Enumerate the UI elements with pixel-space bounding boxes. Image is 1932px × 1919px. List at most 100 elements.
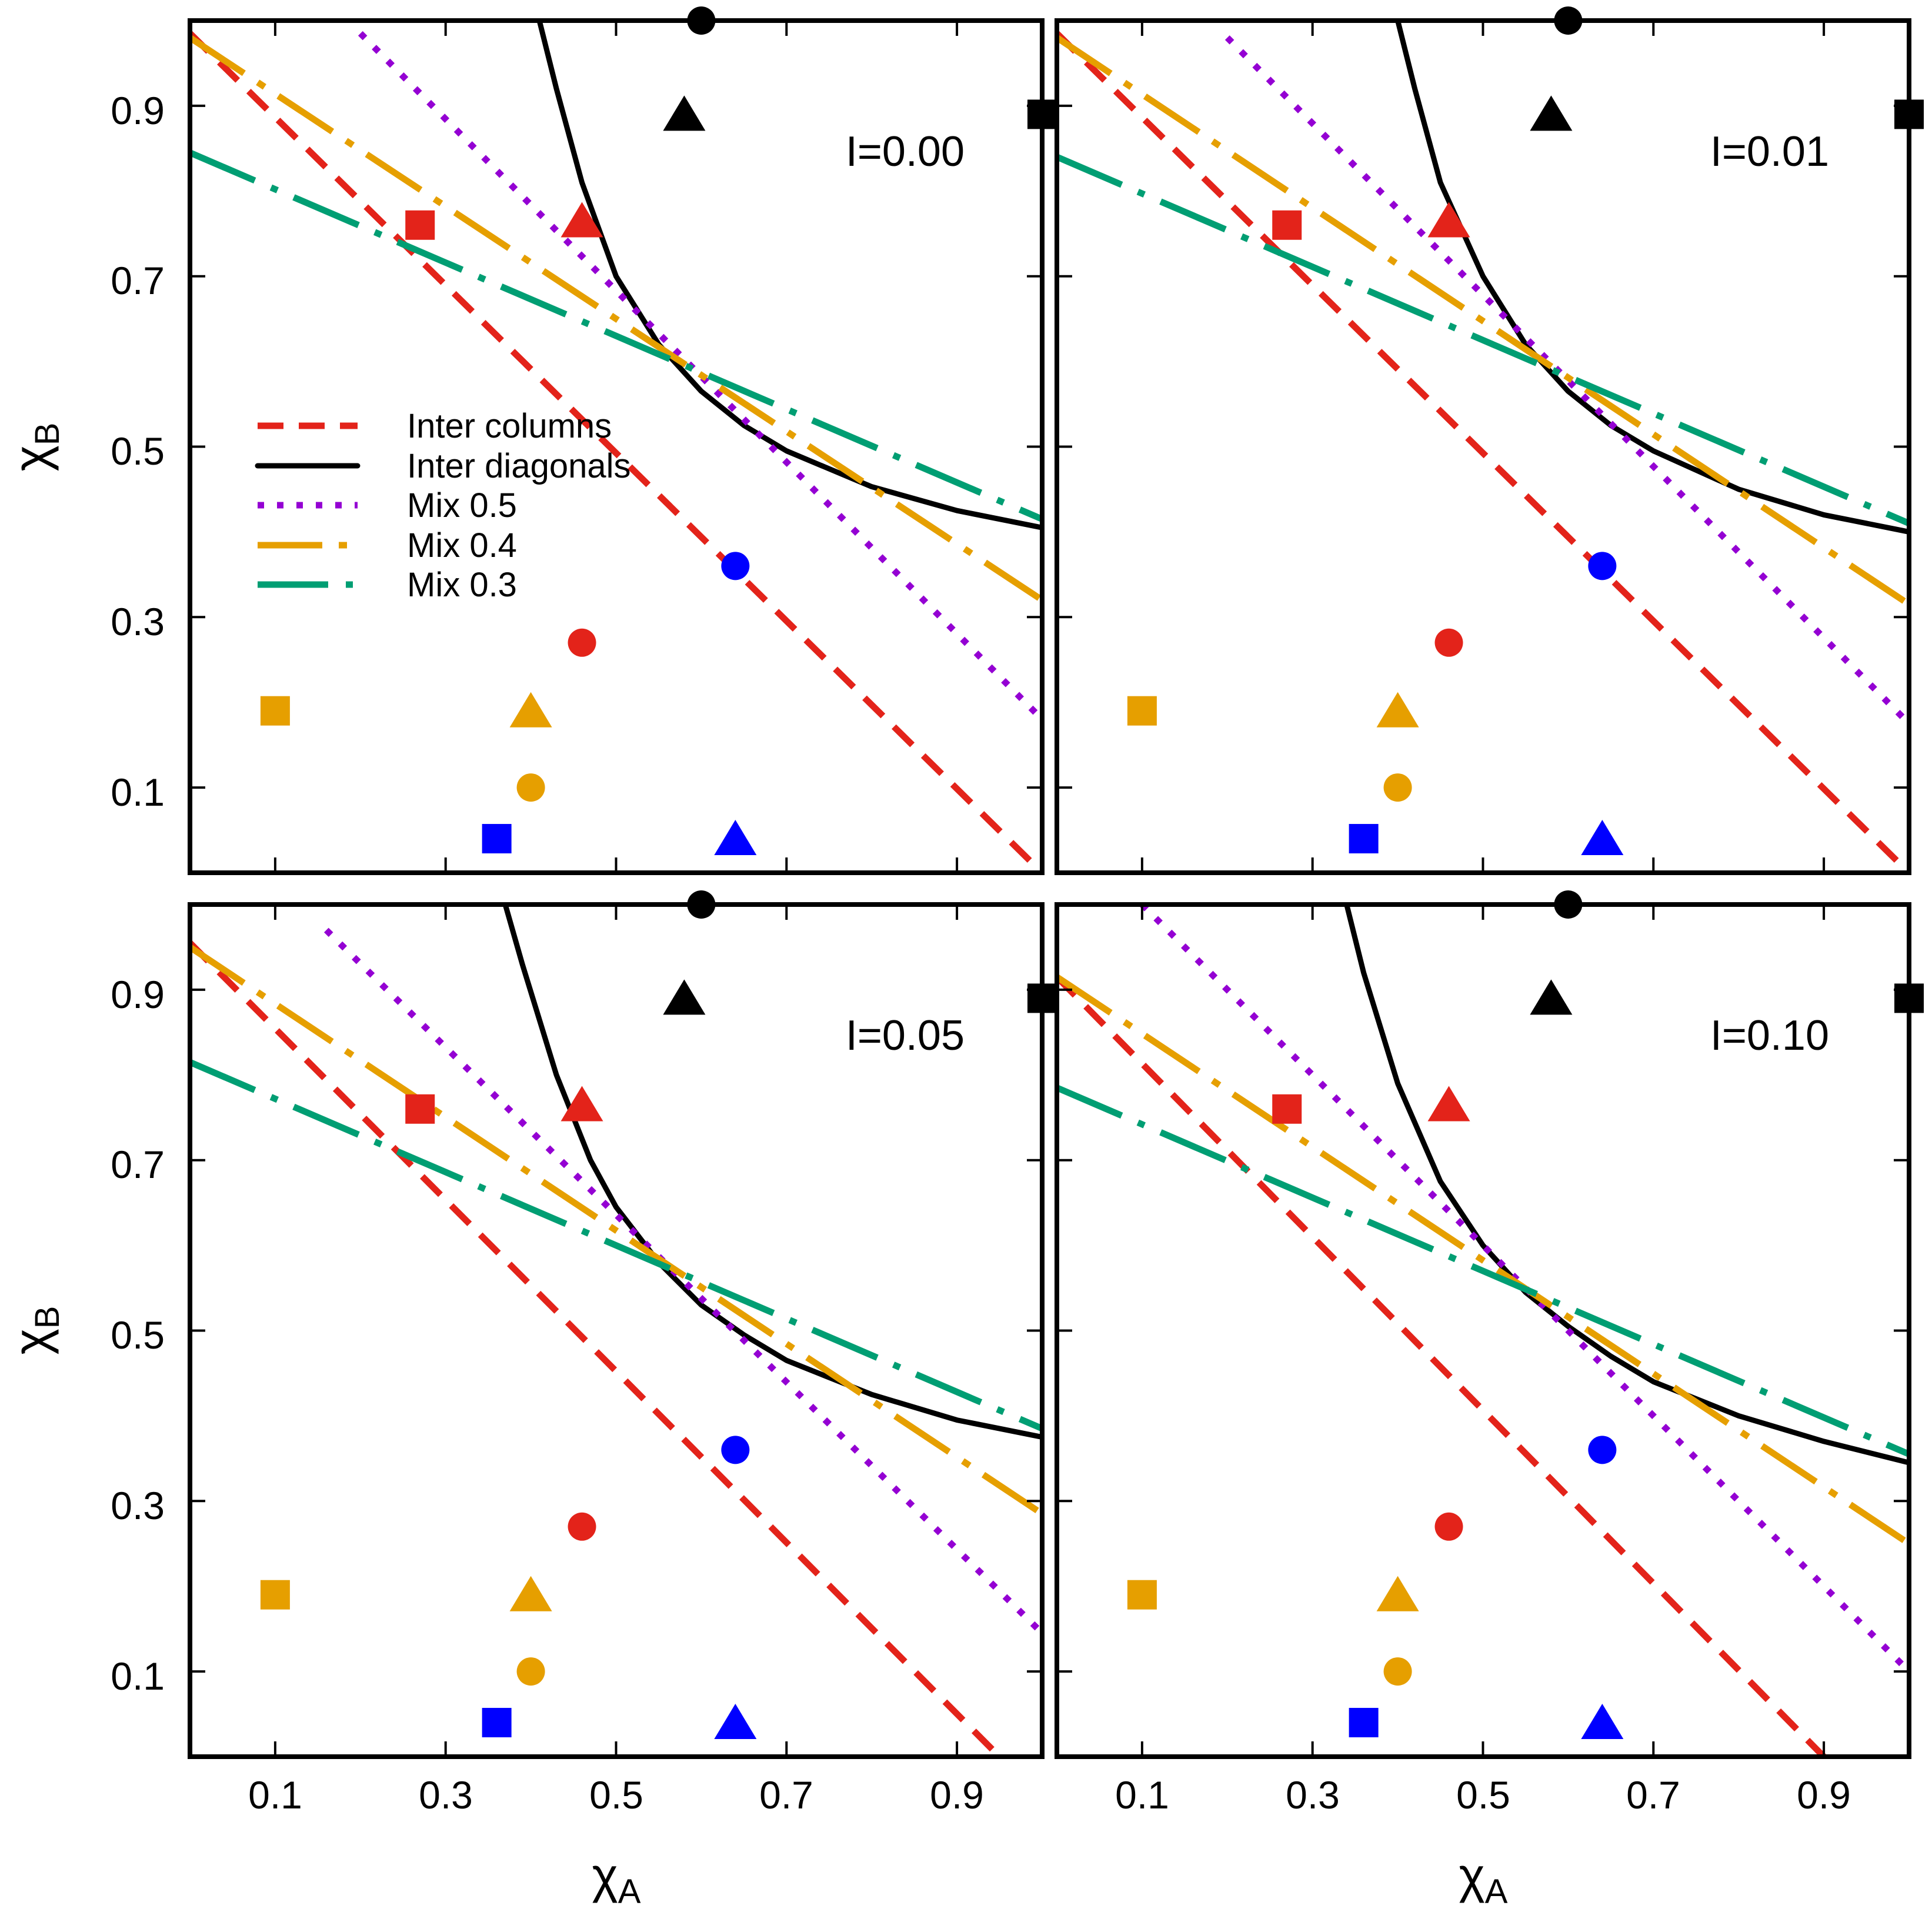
square-marker (260, 696, 290, 726)
tick-layer-2 (190, 905, 1042, 1757)
x-tick-label: 0.7 (759, 1773, 813, 1817)
legend-entry-mix-0-4: Mix 0.4 (258, 526, 517, 565)
legend-label: Mix 0.3 (407, 566, 517, 604)
x-axis-title-right: χA (1459, 1848, 1508, 1911)
y-tick-label: 0.7 (111, 1143, 165, 1186)
square-marker (1272, 1094, 1302, 1124)
triangle-marker (509, 692, 552, 727)
series-line-mix-0-4 (190, 944, 1042, 1517)
plot-frame (188, 18, 1045, 875)
triangle-marker (1376, 1576, 1419, 1611)
x-tick-label: 0.1 (248, 1773, 302, 1817)
circle-marker (568, 1512, 596, 1541)
marker-layer-3 (1127, 890, 1924, 1740)
x-tick-label: 0.3 (419, 1773, 473, 1817)
y-tick-label: 0.9 (111, 973, 165, 1016)
legend-label: Inter columns (407, 407, 612, 445)
series-layer-1 (1057, 21, 1909, 873)
legend-label: Mix 0.5 (407, 486, 517, 525)
x-axis-subscript: A (618, 1873, 641, 1911)
tick-layer-1 (1057, 21, 1909, 873)
series-line-inter-columns (1057, 31, 1909, 873)
x-tick-label: 0.7 (1626, 1773, 1680, 1817)
circle-marker (568, 628, 596, 657)
y-tick-label: 0.3 (111, 1484, 165, 1527)
circle-marker (516, 773, 545, 802)
series-layer-2 (190, 905, 1042, 1757)
y-axis-symbol: χ (4, 1329, 59, 1354)
series-line-mix-0-5 (1140, 905, 1909, 1674)
legend-label: Inter diagonals (407, 447, 630, 485)
plot-frame (1055, 18, 1911, 875)
plot-frame (1055, 902, 1911, 1759)
triangle-marker (1581, 820, 1624, 856)
y-axis-title-text: χB (4, 1306, 66, 1355)
series-line-mix-0-3 (190, 149, 1042, 522)
y-tick-label: 0.1 (111, 1654, 165, 1698)
series-line-mix-0-3 (1057, 153, 1909, 526)
circle-marker (1588, 552, 1617, 580)
x-tick-label: 0.1 (1115, 1773, 1169, 1817)
legend-entry-inter-columns: Inter columns (258, 407, 612, 445)
x-axis-symbol: χ (1459, 1848, 1485, 1903)
square-marker (482, 824, 512, 854)
x-tick-label: 0.5 (1456, 1773, 1510, 1817)
panel-i-0-05: I=0.05 (188, 890, 1057, 1759)
triangle-marker (714, 820, 757, 856)
square-marker (1349, 1708, 1379, 1738)
triangle-marker (1581, 1704, 1624, 1740)
y-axis-symbol: χ (4, 445, 59, 471)
panel-label: I=0.10 (1710, 1012, 1829, 1059)
legend-label: Mix 0.4 (407, 526, 517, 565)
square-marker (405, 1094, 435, 1124)
triangle-marker (1427, 202, 1470, 238)
series-line-mix-0-5 (358, 31, 1042, 722)
series-line-mix-0-3 (1057, 1084, 1909, 1457)
circle-marker (1434, 1512, 1463, 1541)
y-axis-subscript: B (28, 423, 66, 446)
series-line-inter-diagonals (536, 21, 1042, 530)
y-axis-subscript: B (28, 1306, 66, 1329)
series-line-inter-diagonals (502, 905, 1042, 1440)
y-tick-label: 0.9 (111, 89, 165, 132)
y-axis-title-bottom: χB (4, 1306, 66, 1355)
panel-i-0-01: I=0.01 (1055, 6, 1924, 875)
series-line-mix-0-5 (323, 927, 1042, 1636)
series-line-mix-0-3 (190, 1059, 1042, 1432)
y-tick-label: 0.1 (111, 770, 165, 814)
x-tick-label: 0.9 (1797, 1773, 1851, 1817)
panel-label: I=0.01 (1710, 128, 1829, 175)
triangle-marker (714, 1704, 757, 1740)
series-layer-0 (190, 21, 1042, 873)
series-line-inter-diagonals (1395, 21, 1909, 535)
series-line-inter-columns (190, 31, 1042, 873)
marker-layer-1 (1127, 6, 1924, 856)
x-tick-label: 0.5 (589, 1773, 643, 1817)
legend-entry-mix-0-3: Mix 0.3 (258, 566, 517, 604)
marker-layer-0 (260, 6, 1057, 856)
square-marker (1272, 210, 1302, 240)
series-line-mix-0-4 (1057, 974, 1909, 1547)
circle-marker (721, 1436, 750, 1464)
x-tick-labels-right: 0.1 0.3 0.5 0.7 0.9 (1115, 1773, 1851, 1817)
series-line-mix-0-5 (1224, 35, 1909, 726)
x-axis-symbol: χ (592, 1848, 618, 1903)
tick-layer-3 (1057, 905, 1909, 1757)
x-tick-label: 0.3 (1286, 1773, 1340, 1817)
series-line-mix-0-4 (190, 35, 1042, 603)
triangle-marker (509, 1576, 552, 1611)
triangle-marker (663, 979, 706, 1015)
tick-layer-0 (190, 21, 1042, 873)
circle-marker (721, 552, 750, 580)
plot-frame (188, 902, 1045, 1759)
y-axis-title-text: χB (4, 423, 66, 472)
legend: Inter columns Inter diagonals Mix 0.5 Mi… (255, 407, 630, 604)
triangle-marker (1376, 692, 1419, 727)
x-tick-label: 0.9 (930, 1773, 984, 1817)
x-tick-labels-left: 0.1 0.3 0.5 0.7 0.9 (248, 1773, 984, 1817)
triangle-marker (1427, 1086, 1470, 1122)
circle-marker (1383, 1657, 1412, 1686)
square-marker (1349, 824, 1379, 854)
square-marker (405, 210, 435, 240)
circle-marker (516, 1657, 545, 1686)
